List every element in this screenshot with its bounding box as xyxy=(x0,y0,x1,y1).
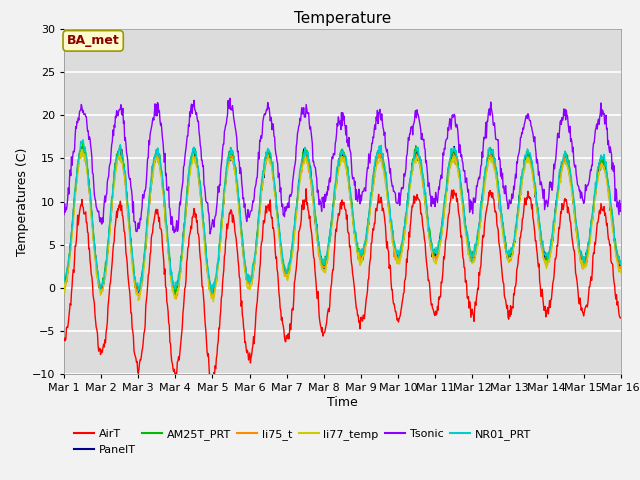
Tsonic xyxy=(481,136,488,142)
NR01_PRT xyxy=(60,279,68,285)
Line: AM25T_PRT: AM25T_PRT xyxy=(64,141,621,295)
li77_temp xyxy=(481,186,488,192)
Tsonic xyxy=(121,138,129,144)
li75_t xyxy=(122,181,129,187)
Line: Tsonic: Tsonic xyxy=(64,98,621,234)
Line: li75_t: li75_t xyxy=(64,150,621,299)
li77_temp xyxy=(60,278,68,284)
NR01_PRT xyxy=(205,276,213,282)
AirT xyxy=(299,206,307,212)
li75_t xyxy=(617,263,625,269)
PanelT xyxy=(542,258,550,264)
PanelT xyxy=(481,175,488,180)
PanelT xyxy=(60,282,68,288)
PanelT xyxy=(617,265,625,271)
li75_t xyxy=(206,288,214,294)
NR01_PRT xyxy=(79,137,87,143)
Tsonic xyxy=(458,152,465,158)
PanelT xyxy=(208,292,216,298)
Tsonic xyxy=(226,96,234,101)
AM25T_PRT xyxy=(300,149,307,155)
Tsonic xyxy=(206,231,214,237)
li77_temp xyxy=(205,283,213,288)
NR01_PRT xyxy=(481,174,488,180)
PanelT xyxy=(451,144,458,149)
li77_temp xyxy=(209,299,217,305)
Tsonic xyxy=(542,198,550,204)
NR01_PRT xyxy=(122,168,129,174)
AM25T_PRT xyxy=(458,187,465,192)
li77_temp xyxy=(122,179,129,185)
Tsonic xyxy=(60,212,68,217)
li75_t xyxy=(481,181,488,187)
AirT xyxy=(209,381,216,386)
Line: AirT: AirT xyxy=(64,189,621,384)
PanelT xyxy=(458,191,465,196)
li77_temp xyxy=(78,147,86,153)
PanelT xyxy=(205,275,212,280)
AirT xyxy=(542,314,550,320)
Tsonic xyxy=(300,111,307,117)
AM25T_PRT xyxy=(481,173,488,179)
li77_temp xyxy=(542,258,550,264)
Tsonic xyxy=(617,202,625,207)
AM25T_PRT xyxy=(617,262,625,267)
li77_temp xyxy=(617,270,625,276)
PanelT xyxy=(121,171,129,177)
AM25T_PRT xyxy=(171,292,179,298)
AM25T_PRT xyxy=(542,258,550,264)
NR01_PRT xyxy=(542,252,550,257)
Tsonic xyxy=(205,211,212,216)
li75_t xyxy=(542,263,550,269)
AirT xyxy=(617,315,625,321)
PanelT xyxy=(299,160,307,166)
AirT xyxy=(121,229,129,235)
li75_t xyxy=(60,284,68,289)
Title: Temperature: Temperature xyxy=(294,11,391,26)
NR01_PRT xyxy=(458,187,465,192)
li75_t xyxy=(172,296,180,301)
li77_temp xyxy=(458,199,465,204)
li75_t xyxy=(77,147,85,153)
Y-axis label: Temperatures (C): Temperatures (C) xyxy=(16,147,29,256)
X-axis label: Time: Time xyxy=(327,396,358,409)
AM25T_PRT xyxy=(60,274,68,280)
li75_t xyxy=(300,158,307,164)
NR01_PRT xyxy=(617,258,625,264)
AM25T_PRT xyxy=(206,282,214,288)
Text: BA_met: BA_met xyxy=(67,35,120,48)
AM25T_PRT xyxy=(79,138,87,144)
AirT xyxy=(60,337,68,343)
AM25T_PRT xyxy=(122,174,129,180)
Line: li77_temp: li77_temp xyxy=(64,150,621,302)
Line: NR01_PRT: NR01_PRT xyxy=(64,140,621,293)
NR01_PRT xyxy=(300,155,307,160)
AirT xyxy=(458,233,465,239)
Legend: AirT, PanelT, AM25T_PRT, li75_t, li77_temp, Tsonic, NR01_PRT: AirT, PanelT, AM25T_PRT, li75_t, li77_te… xyxy=(70,425,535,459)
AirT xyxy=(481,221,488,227)
Line: PanelT: PanelT xyxy=(64,146,621,295)
AirT xyxy=(205,363,212,369)
li75_t xyxy=(458,195,465,201)
li77_temp xyxy=(300,162,307,168)
NR01_PRT xyxy=(209,290,216,296)
AirT xyxy=(302,186,310,192)
